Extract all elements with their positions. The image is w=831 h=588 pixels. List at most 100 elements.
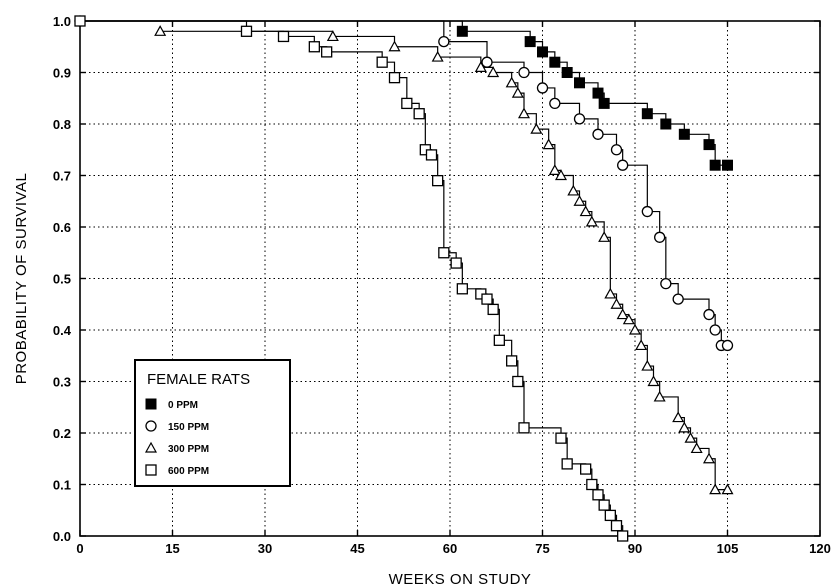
series-2-point (326, 30, 339, 42)
series-2-point (474, 61, 487, 72)
series-0-point (549, 56, 561, 68)
y-tick-label: 0.6 (53, 220, 71, 235)
series-3-point (481, 293, 493, 305)
series-2-point (622, 313, 635, 325)
x-tick-label: 105 (717, 541, 739, 556)
legend-marker-1 (145, 420, 157, 432)
series-2-point (653, 390, 666, 402)
series-3-point (425, 149, 438, 161)
series-1-point (610, 144, 623, 156)
series-3-point (604, 509, 616, 522)
y-tick-label: 0.2 (53, 426, 71, 441)
series-3-point (617, 530, 629, 542)
series-3-point (493, 334, 505, 346)
series-1-point (709, 324, 721, 336)
series-3-point (610, 520, 623, 532)
series-2-point (721, 483, 734, 495)
legend-label: 150 PPM (168, 422, 209, 433)
series-2-point (647, 375, 660, 387)
series-2-point (573, 195, 586, 206)
series-1-point (641, 205, 653, 218)
x-axis-title: WEEKS ON STUDY (389, 571, 532, 588)
x-tick-label: 90 (628, 541, 642, 556)
series-3-point (450, 257, 462, 269)
series-2-point (709, 483, 722, 495)
series-line-1 (80, 20, 728, 347)
series-0-point (703, 139, 715, 151)
series-line-0 (80, 20, 728, 166)
series-3-point (321, 46, 333, 58)
series-3-point (388, 72, 401, 84)
y-tick-label: 0.8 (53, 117, 71, 132)
series-3-point (438, 247, 450, 259)
series-3-point (432, 174, 444, 187)
series-1-point (592, 128, 604, 140)
series-0-point (598, 97, 610, 109)
legend-marker-3 (145, 464, 157, 476)
series-2-point (628, 323, 642, 335)
y-tick-label: 0.9 (53, 66, 71, 81)
series-3-point (376, 56, 388, 68)
series-1-point (438, 35, 450, 48)
x-tick-label: 60 (443, 541, 457, 556)
series-2-point (702, 452, 716, 464)
series-3-point (401, 97, 413, 110)
legend-label: 600 PPM (168, 466, 209, 477)
series-3-point (561, 458, 573, 470)
legend-marker-0 (145, 398, 157, 410)
legend-label: 300 PPM (168, 444, 209, 455)
series-3-point (592, 489, 604, 501)
series-2-point (505, 76, 518, 88)
series-2-point (678, 421, 691, 433)
series-1-point (654, 231, 666, 243)
series-2-point (487, 66, 500, 78)
x-tick-label: 30 (258, 541, 272, 556)
series-2-point (579, 205, 592, 217)
series-2-point (641, 359, 654, 371)
x-tick-label: 75 (535, 541, 549, 556)
series-0-point (574, 77, 585, 89)
series-1-point (573, 113, 586, 125)
series-0-point (524, 36, 536, 48)
series-2-point (610, 298, 623, 309)
series-2-point (585, 215, 598, 227)
y-tick-label: 0.7 (53, 169, 71, 184)
y-tick-label: 0.4 (53, 323, 72, 338)
series-2-point (616, 308, 629, 320)
y-tick-label: 1.0 (53, 14, 71, 29)
legend-title: FEMALE RATS (147, 371, 250, 388)
series-2-point (598, 231, 611, 242)
legend-label: 0 PPM (168, 400, 198, 411)
series-2-point (567, 184, 580, 196)
x-tick-label: 120 (809, 541, 831, 556)
series-3-point (240, 25, 253, 37)
series-1-point (721, 339, 734, 352)
x-tick-label: 45 (350, 541, 364, 556)
legend-box (134, 359, 291, 487)
series-3-point (580, 463, 592, 475)
legend-marker-2 (144, 441, 158, 453)
series-2-point (548, 164, 561, 175)
series-0-point (592, 87, 604, 99)
y-tick-label: 0.1 (53, 478, 71, 493)
series-2-point (154, 25, 167, 36)
series-3-point (555, 432, 567, 444)
series-3-point (487, 303, 499, 316)
series-1-point (617, 159, 629, 171)
series-1-point (672, 293, 684, 305)
series-0-point (641, 108, 653, 120)
series-0-point (722, 159, 733, 171)
series-0-point (709, 159, 721, 171)
series-2-point (388, 40, 401, 52)
series-2-point (554, 169, 568, 181)
x-tick-label: 15 (165, 541, 179, 556)
y-tick-label: 0.3 (53, 375, 71, 390)
series-3-point (506, 355, 518, 367)
series-3-point (74, 15, 86, 27)
series-2-point (542, 138, 555, 150)
series-3-point (277, 30, 290, 43)
series-0-point (660, 118, 672, 130)
series-3-point (413, 108, 425, 120)
